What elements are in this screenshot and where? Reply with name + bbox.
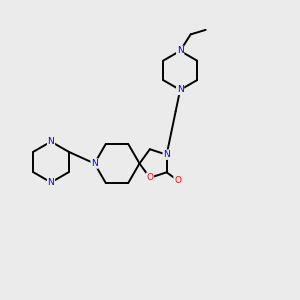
Text: N: N [177, 85, 184, 94]
Text: N: N [91, 159, 98, 168]
Text: N: N [163, 150, 170, 159]
Text: N: N [177, 46, 184, 56]
Text: O: O [146, 173, 153, 182]
Text: N: N [48, 137, 54, 146]
Text: N: N [48, 178, 54, 187]
Text: O: O [174, 176, 181, 185]
